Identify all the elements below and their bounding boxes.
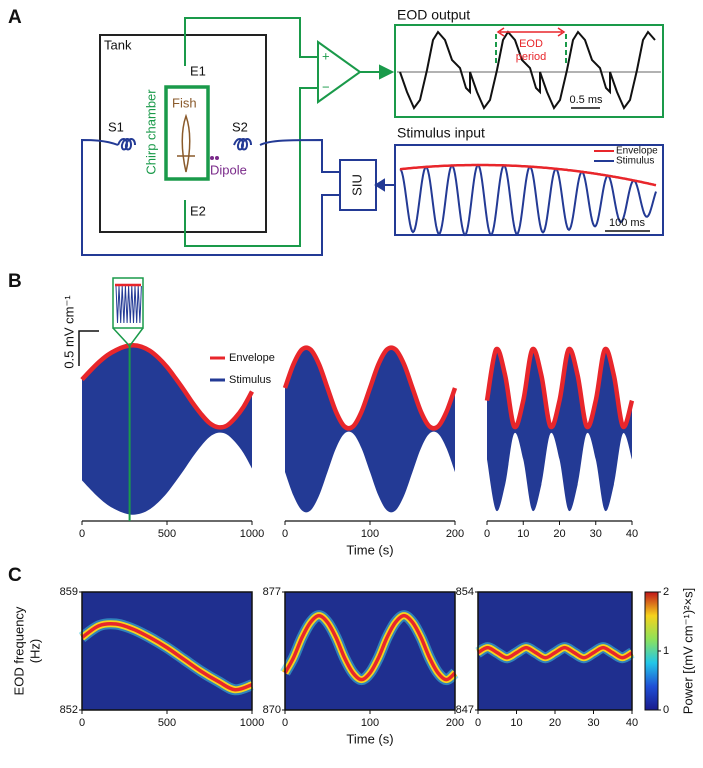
x-tick-label: 1000 bbox=[240, 717, 264, 729]
siu-label: SIU bbox=[349, 174, 364, 196]
wire bbox=[184, 87, 318, 247]
eod-box bbox=[394, 24, 664, 118]
legend-label: Envelope bbox=[616, 146, 658, 157]
speaker-label: S2 bbox=[232, 119, 248, 134]
envelope-line bbox=[484, 346, 635, 430]
electrode-label: E2 bbox=[190, 203, 206, 218]
x-tick-label: 0 bbox=[282, 528, 288, 540]
x-tick-label: 10 bbox=[517, 528, 529, 540]
period-label: EOD bbox=[519, 38, 543, 50]
dipole bbox=[215, 156, 219, 160]
envelope-curve bbox=[399, 163, 657, 187]
chirp-chamber bbox=[164, 85, 210, 181]
speaker bbox=[117, 138, 136, 151]
x-tick-label: 30 bbox=[587, 717, 599, 729]
x-tick-label: 200 bbox=[446, 528, 464, 540]
legend-label: Stimulus bbox=[616, 156, 654, 167]
wire bbox=[81, 138, 340, 256]
x-tick-label: 0 bbox=[484, 528, 490, 540]
scale-label: 0.5 mV cm⁻¹ bbox=[61, 295, 76, 369]
y-tick-label: 877 bbox=[263, 586, 281, 598]
tank bbox=[99, 34, 267, 233]
setup-diagram: Tank E1 E2 Chirp chamber Fish Dipole S1 … bbox=[81, 7, 664, 256]
period-arrow bbox=[496, 27, 566, 37]
envelope-line bbox=[80, 343, 254, 430]
dipole-label: Dipole bbox=[210, 162, 247, 177]
colorbar-tick-label: 2 bbox=[663, 586, 669, 598]
x-tick-label: 500 bbox=[158, 717, 176, 729]
stimulus-box bbox=[394, 144, 664, 236]
arrow bbox=[360, 64, 395, 80]
siu-box bbox=[339, 159, 377, 211]
y-tick-label: 870 bbox=[263, 704, 281, 716]
ridge-line bbox=[283, 613, 457, 682]
dipole bbox=[210, 156, 214, 160]
x-tick-label: 200 bbox=[446, 717, 464, 729]
chamber-label: Chirp chamber bbox=[143, 89, 158, 175]
x-tick-label: 100 bbox=[361, 717, 379, 729]
speaker-label: S1 bbox=[108, 119, 124, 134]
x-axis-label: Time (s) bbox=[346, 731, 393, 746]
envelope-line bbox=[282, 345, 458, 431]
y-axis-label: (Hz) bbox=[27, 639, 42, 664]
colorbar-label: Power [(mV cm⁻¹)²×s] bbox=[680, 588, 695, 714]
colorbar bbox=[644, 591, 659, 711]
amplifier bbox=[317, 40, 362, 104]
stimulus-fill bbox=[82, 345, 252, 515]
ridge-line bbox=[80, 621, 253, 692]
y-tick-label: 847 bbox=[456, 704, 474, 716]
x-tick-label: 1000 bbox=[240, 528, 264, 540]
x-axis-label: Time (s) bbox=[346, 542, 393, 557]
wire bbox=[184, 17, 318, 66]
x-tick-label: 40 bbox=[626, 528, 638, 540]
arrow bbox=[374, 178, 395, 192]
tank-label: Tank bbox=[104, 37, 132, 52]
panel-label: C bbox=[8, 565, 22, 586]
inset-title: EOD output bbox=[397, 7, 470, 23]
colorbar-tick-label: 1 bbox=[663, 645, 669, 657]
x-tick-label: 30 bbox=[590, 528, 602, 540]
zoom-lines bbox=[112, 327, 144, 348]
y-tick-label: 859 bbox=[60, 586, 78, 598]
x-tick-label: 500 bbox=[158, 528, 176, 540]
wire bbox=[259, 138, 340, 173]
x-tick-label: 0 bbox=[79, 528, 85, 540]
scale-label: 0.5 ms bbox=[569, 94, 603, 106]
x-tick-label: 20 bbox=[553, 528, 565, 540]
period-label: period bbox=[516, 51, 547, 63]
scale-bar bbox=[78, 330, 99, 366]
y-axis-label: EOD frequency bbox=[11, 606, 26, 695]
legend-label: Stimulus bbox=[229, 374, 272, 386]
electrode-label: E1 bbox=[190, 63, 206, 78]
speaker bbox=[233, 138, 252, 151]
fish bbox=[177, 113, 195, 173]
eod-waveform bbox=[399, 30, 656, 110]
x-tick-label: 0 bbox=[282, 717, 288, 729]
x-tick-label: 0 bbox=[79, 717, 85, 729]
scale-label: 100 ms bbox=[609, 217, 646, 229]
ridge-line bbox=[477, 645, 633, 660]
fish-label: Fish bbox=[172, 95, 197, 110]
colorbar-tick-label: 0 bbox=[663, 704, 669, 716]
x-tick-label: 40 bbox=[626, 717, 638, 729]
panel-label: B bbox=[8, 271, 22, 292]
stimulus-fill bbox=[285, 347, 455, 513]
inset-title: Stimulus input bbox=[397, 125, 485, 141]
panel-label: A bbox=[8, 7, 22, 28]
x-tick-label: 20 bbox=[549, 717, 561, 729]
x-tick-label: 0 bbox=[475, 717, 481, 729]
x-tick-label: 100 bbox=[361, 528, 379, 540]
legend-label: Envelope bbox=[229, 352, 275, 364]
x-tick-label: 10 bbox=[510, 717, 522, 729]
stimulus-fill bbox=[487, 348, 632, 512]
amp-sign: − bbox=[322, 79, 330, 94]
y-tick-label: 852 bbox=[60, 704, 78, 716]
amp-sign: + bbox=[322, 48, 330, 63]
y-tick-label: 854 bbox=[456, 586, 474, 598]
stimulus-waveform bbox=[399, 163, 657, 237]
